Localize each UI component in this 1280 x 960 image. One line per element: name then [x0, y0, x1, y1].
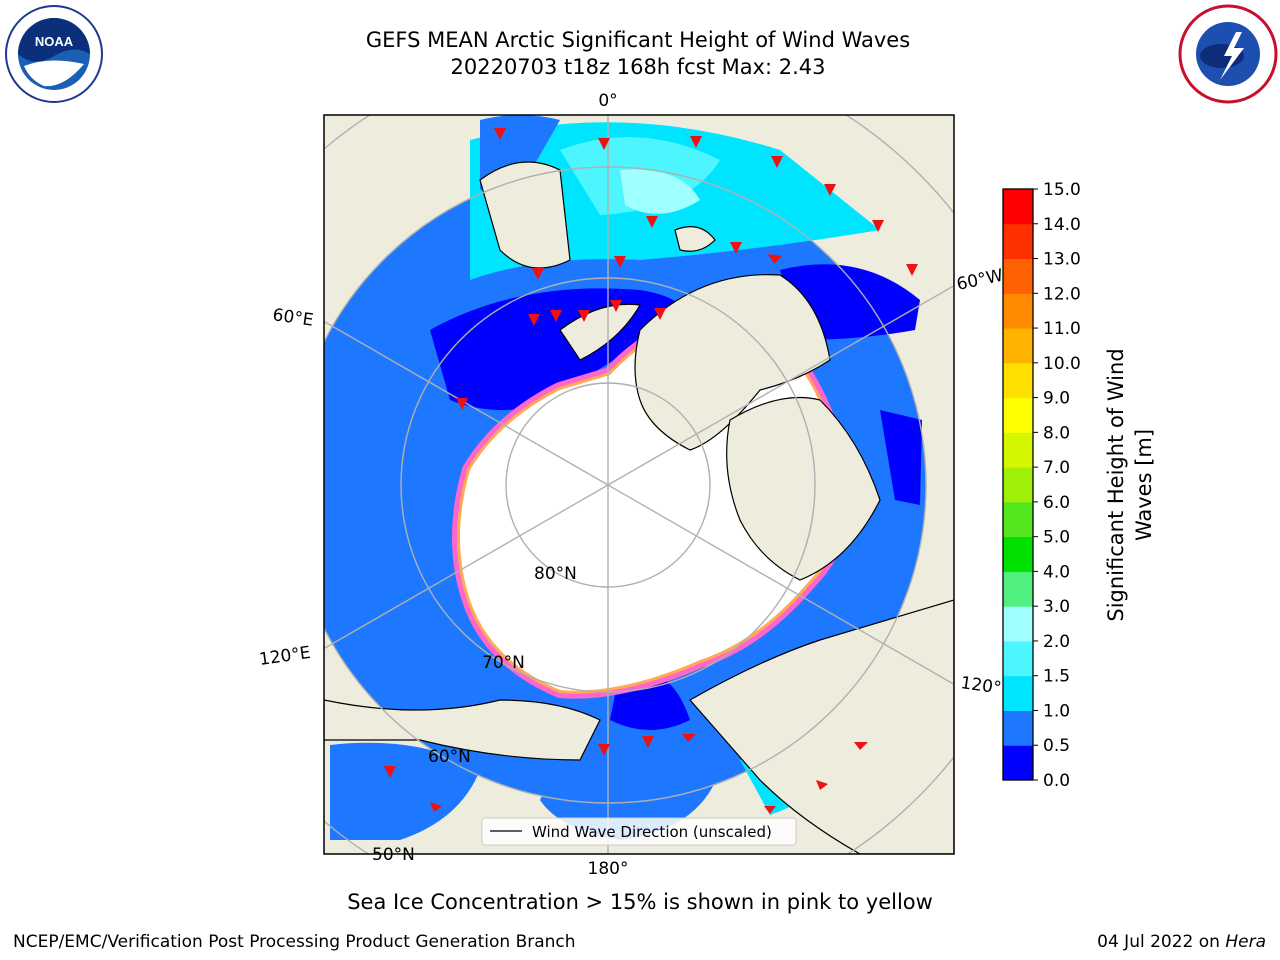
nws-logo	[1178, 4, 1278, 104]
colorbar-tick-label: 12.0	[1043, 284, 1081, 304]
colorbar-tick-label: 10.0	[1043, 354, 1081, 374]
lon-label-60w: 60°W	[955, 266, 1005, 295]
colorbar-segment	[1003, 710, 1033, 746]
colorbar-tick-label: 13.0	[1043, 250, 1081, 270]
noaa-logo-text: NOAA	[35, 34, 74, 49]
colorbar-tick-label: 3.0	[1043, 597, 1070, 617]
lon-label-60e: 60°E	[271, 305, 314, 330]
legend-label: Wind Wave Direction (unscaled)	[532, 823, 772, 841]
colorbar-segment	[1003, 640, 1033, 677]
colorbar-segment	[1003, 362, 1033, 399]
colorbar-tick-label: 6.0	[1043, 493, 1070, 513]
noaa-logo: NOAA	[5, 5, 103, 103]
lat-label-60n: 60°N	[428, 747, 471, 767]
colorbar-segment	[1003, 189, 1033, 225]
colorbar-tick-label: 1.0	[1043, 701, 1070, 721]
footer-date: 04 Jul 2022 on Hera	[1097, 932, 1266, 952]
colorbar-segment	[1003, 328, 1033, 364]
colorbar: 0.0 0.5 1.0 1.5 2.0 3.0 4.0 5.0 6.0 7.0 8.0 9.0 10.0…	[1002, 180, 1081, 791]
colorbar-segment	[1003, 432, 1033, 468]
colorbar-tick-label: 7.0	[1043, 458, 1070, 478]
chart-subtitle: 20220703 t18z 168h fcst Max: 2.43	[450, 55, 826, 79]
wave-direction-arrows	[384, 128, 918, 814]
lon-label-180: 180°	[588, 859, 629, 879]
colorbar-segment	[1003, 501, 1033, 538]
colorbar-segment	[1003, 606, 1033, 642]
colorbar-segment	[1003, 293, 1033, 329]
lon-label-0: 0°	[598, 91, 617, 111]
chart-title: GEFS MEAN Arctic Significant Height of W…	[365, 28, 911, 52]
colorbar-segment	[1003, 467, 1033, 503]
colorbar-frame	[1002, 188, 1034, 781]
colorbar-segment	[1003, 258, 1033, 294]
colorbar-segment	[1003, 397, 1033, 433]
colorbar-tick-label: 4.0	[1043, 562, 1070, 582]
colorbar-tick-label: 9.0	[1043, 389, 1070, 409]
lat-label-70n: 70°N	[482, 653, 525, 673]
colorbar-title-line2: Waves [m]	[1132, 429, 1156, 541]
map-legend: Wind Wave Direction (unscaled)	[481, 817, 797, 846]
lon-label-120w: 120°	[959, 673, 1002, 699]
colorbar-tick-label: 0.0	[1043, 771, 1070, 791]
colorbar-tick-label: 0.5	[1043, 736, 1070, 756]
lat-label-80n: 80°N	[534, 564, 577, 584]
footer-date-text: 04 Jul 2022 on	[1097, 932, 1220, 952]
colorbar-segment	[1003, 536, 1033, 572]
colorbar-tick-label: 1.5	[1043, 667, 1070, 687]
footer-credit: NCEP/EMC/Verification Post Processing Pr…	[13, 932, 576, 952]
colorbar-segment	[1003, 675, 1033, 711]
lon-label-120e: 120°E	[258, 643, 312, 670]
colorbar-tick-label: 5.0	[1043, 528, 1070, 548]
lat-label-50n: 50°N	[372, 845, 415, 865]
land-masses	[324, 161, 954, 854]
colorbar-segment	[1003, 571, 1033, 607]
footer-host: Hera	[1225, 932, 1266, 952]
colorbar-tick-label: 14.0	[1043, 215, 1081, 235]
map-frame	[323, 114, 955, 855]
colorbar-tick-label: 8.0	[1043, 423, 1070, 443]
colorbar-title-line1: Significant Height of Wind	[1104, 348, 1128, 621]
caption: Sea Ice Concentration > 15% is shown in …	[347, 890, 933, 914]
colorbar-segment	[1003, 745, 1033, 781]
colorbar-segment	[1003, 223, 1033, 260]
colorbar-tick-label: 11.0	[1043, 319, 1081, 339]
colorbar-tick-label: 2.0	[1043, 632, 1070, 652]
colorbar-tick-label: 15.0	[1043, 180, 1081, 200]
